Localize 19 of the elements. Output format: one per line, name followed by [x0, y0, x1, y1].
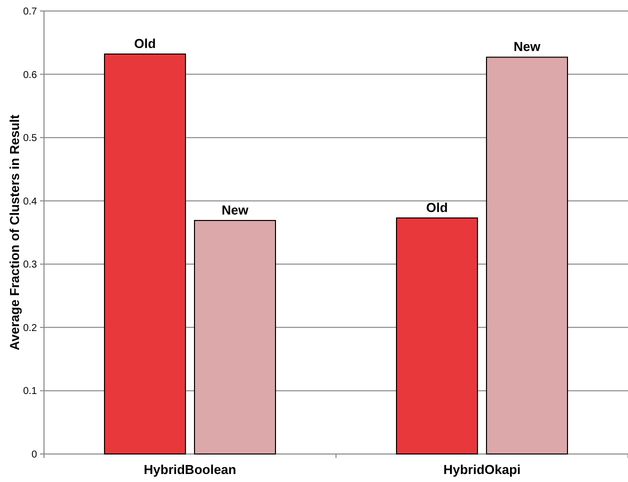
text: Old	[426, 200, 448, 215]
x-tick-label: HybridBoolean	[144, 462, 236, 477]
bar	[396, 217, 478, 454]
y-tick-label: 0.6	[23, 70, 38, 81]
y-tick-label: 0.3	[23, 260, 38, 271]
y-tick-label: 0.4	[23, 196, 38, 208]
y-tick-label: 0	[31, 450, 38, 460]
text: New	[514, 39, 540, 54]
y-tick-label: 0.2	[23, 322, 38, 334]
y-tick-label: 0.5	[23, 133, 38, 144]
x-tick-label: HybridOkapi	[443, 462, 521, 477]
y-tick-label: 0.7	[23, 6, 38, 18]
bar	[486, 56, 568, 454]
y-axis-title: Average Fraction of Clusters in Result	[7, 114, 22, 350]
y-tick-label: 0.1	[23, 386, 38, 398]
bar	[104, 54, 186, 454]
series-label: New	[222, 202, 250, 218]
bar	[194, 220, 276, 454]
series-label: Old	[134, 36, 156, 52]
